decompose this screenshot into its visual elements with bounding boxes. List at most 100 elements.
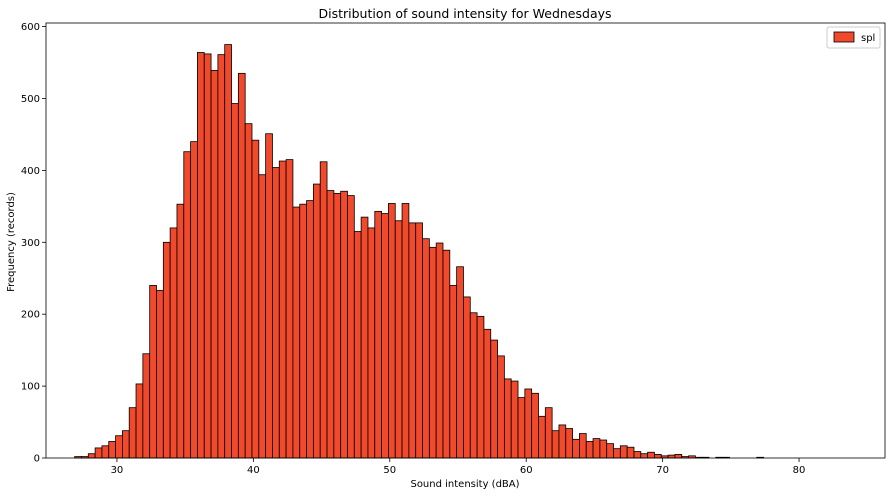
histogram-bar — [224, 44, 232, 459]
histogram-bar — [176, 203, 185, 459]
histogram-bar — [476, 315, 485, 459]
histogram-bar — [394, 220, 403, 459]
histogram-bar — [647, 451, 655, 459]
histogram-bar — [613, 448, 621, 459]
histogram-bar — [585, 441, 594, 459]
histogram-bar — [606, 443, 614, 459]
histogram-bar — [87, 453, 96, 459]
histogram-bar — [442, 249, 451, 459]
histogram-bar — [108, 441, 116, 459]
histogram-bar — [347, 195, 355, 459]
histogram-bar — [237, 72, 246, 459]
histogram-bar — [633, 451, 642, 459]
histogram-bar — [674, 453, 683, 459]
histogram-bar — [244, 123, 253, 459]
histogram-bar — [374, 210, 382, 459]
histogram-bar — [306, 200, 314, 459]
y-axis-label: Frequency (records) — [6, 192, 17, 292]
histogram-bar — [197, 52, 205, 459]
histogram-bar — [190, 141, 198, 459]
histogram-bar — [667, 454, 676, 459]
histogram-bar — [408, 222, 417, 459]
histogram-bar — [278, 160, 287, 459]
histogram-bar — [169, 227, 178, 459]
histogram-bar — [367, 227, 376, 459]
histogram-bar — [428, 246, 437, 459]
legend-label: spl — [861, 33, 875, 44]
histogram-bar — [388, 203, 396, 459]
x-axis-label: Sound intensity (dBA) — [410, 479, 519, 490]
x-tick-label: 50 — [383, 465, 396, 476]
histogram-bar — [156, 290, 164, 459]
histogram-bar — [422, 238, 430, 459]
histogram-bar — [483, 328, 492, 459]
histogram-bar — [217, 54, 226, 459]
histogram-bar — [272, 167, 280, 459]
x-tick-label: 80 — [793, 465, 806, 476]
histogram-bar — [599, 439, 608, 459]
y-tick-label: 200 — [21, 310, 40, 321]
histogram-bar — [149, 285, 157, 459]
histogram-bar — [333, 192, 342, 459]
histogram-bar — [435, 242, 444, 459]
x-tick-label: 30 — [111, 465, 124, 476]
histogram-bar — [531, 392, 539, 459]
histogram-bar — [524, 388, 533, 459]
y-tick-label: 0 — [34, 454, 40, 465]
histogram-bar — [456, 266, 464, 459]
chart-title: Distribution of sound intensity for Wedn… — [318, 6, 611, 21]
histogram-bar — [640, 453, 649, 459]
histogram-bar — [558, 424, 567, 459]
histogram-bar — [469, 312, 478, 459]
plot-frame — [45, 22, 886, 459]
histogram-bar — [401, 203, 410, 459]
histogram-bar — [101, 445, 110, 459]
histogram-bar — [572, 438, 580, 459]
y-tick-label: 500 — [21, 94, 40, 105]
histogram-bar — [312, 183, 321, 459]
histogram-bar — [115, 435, 123, 459]
histogram-bar — [517, 397, 526, 459]
axes-group: 30 40 50 60 70 80 0 100 200 300 400 500 600 — [21, 22, 886, 476]
x-tick-label: 70 — [656, 465, 669, 476]
x-tick-label: 60 — [520, 465, 533, 476]
histogram-bar — [415, 222, 423, 459]
histogram-bar — [135, 383, 144, 459]
histogram-bar — [299, 203, 307, 459]
histogram-bar — [231, 103, 239, 459]
histogram-bar — [94, 447, 103, 459]
histogram-bar — [210, 70, 219, 459]
x-tick-label: 40 — [247, 465, 260, 476]
legend: spl — [826, 26, 881, 49]
histogram-bar — [340, 190, 348, 459]
histogram-bar — [551, 430, 560, 459]
histogram-bar — [183, 151, 192, 459]
histogram-bar — [381, 213, 389, 459]
histogram-bar — [142, 353, 151, 459]
histogram-bar — [203, 53, 212, 459]
histogram-bar — [360, 216, 369, 459]
histogram-bar — [251, 139, 260, 459]
histogram-bar — [497, 355, 505, 459]
histogram-bar — [654, 453, 662, 459]
histogram-bar — [538, 415, 546, 459]
histogram-bar — [592, 438, 601, 459]
histogram-bar — [503, 378, 512, 459]
histogram-bar — [579, 433, 587, 459]
y-tick-label: 300 — [21, 238, 40, 249]
histogram-bar — [292, 206, 301, 459]
histogram-bar — [626, 446, 635, 459]
y-tick-label: 400 — [21, 166, 40, 177]
legend-swatch — [833, 31, 855, 43]
histogram-bar — [122, 430, 130, 459]
histogram-bar — [285, 159, 294, 459]
histogram-bar — [162, 241, 171, 459]
histogram-bar — [353, 231, 362, 459]
histogram-bar — [265, 133, 273, 459]
histogram-bar — [544, 407, 553, 459]
histogram-bar — [319, 161, 328, 459]
histogram-bar — [326, 190, 335, 459]
histogram-bar — [128, 407, 137, 459]
